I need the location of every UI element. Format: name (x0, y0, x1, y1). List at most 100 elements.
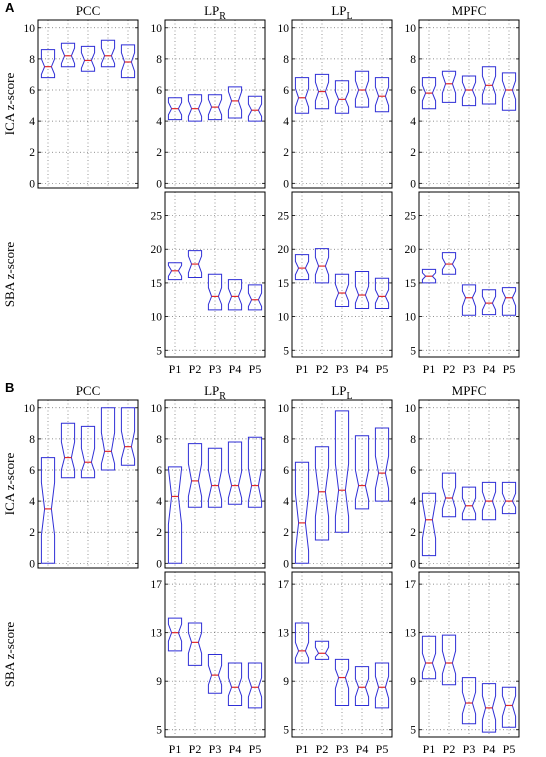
ytick-label: 10 (405, 23, 417, 35)
ytick-label: 15 (151, 278, 163, 290)
xtick-label-P4: P4 (356, 362, 369, 376)
ytick-label: 10 (24, 403, 36, 415)
box-P1 (167, 617, 183, 652)
axes-frame (418, 191, 520, 358)
ytick-label: 4 (156, 116, 162, 128)
ytick-label: 13 (151, 628, 163, 640)
box-P1 (167, 262, 183, 281)
panel-A-ica-col-3-axes: 0 2 4 6 8 10 (278, 19, 393, 190)
panel-B-ica-col-3-title: LPL (331, 383, 352, 402)
ytick-label: 0 (283, 178, 289, 190)
ytick-label: 8 (283, 434, 289, 446)
axes-frame (291, 571, 393, 738)
box-P1 (294, 77, 310, 114)
box-P2 (60, 422, 76, 479)
box-P4 (227, 279, 243, 311)
box-P1 (294, 254, 310, 281)
panel-A-ica-col-4-title: MPFC (452, 3, 487, 18)
panel-A-ica-ylabel: ICA z-score (2, 73, 17, 136)
box-P1 (294, 461, 310, 564)
xtick-label-P2: P2 (443, 742, 456, 756)
axes-frame (164, 191, 266, 358)
box-P3 (334, 658, 350, 706)
ytick-label: 4 (29, 116, 35, 128)
ytick-label: 2 (283, 147, 289, 159)
axes-frame (291, 19, 393, 189)
xtick-label-P1: P1 (296, 362, 309, 376)
box-P5 (374, 277, 390, 309)
xtick-label-P2: P2 (316, 362, 329, 376)
ytick-label: 2 (410, 147, 416, 159)
box-P2 (314, 73, 330, 110)
ytick-label: 25 (278, 211, 290, 223)
ytick-label: 10 (24, 23, 36, 35)
ytick-label: 5 (410, 725, 416, 737)
box-P5 (247, 662, 263, 709)
ytick-label: 10 (151, 312, 163, 324)
ytick-label: 6 (29, 85, 35, 97)
box-P2 (314, 248, 330, 284)
ytick-label: 8 (410, 54, 416, 66)
box-P3 (461, 284, 477, 316)
ytick-label: 9 (410, 676, 416, 688)
xtick-label-P3: P3 (209, 362, 222, 376)
panel-B-sba-ylabel: SBA z-score (2, 622, 17, 688)
ytick-label: 17 (151, 579, 163, 591)
box-P1 (40, 49, 56, 79)
box-P2 (187, 94, 203, 122)
box-P4 (100, 407, 116, 471)
panel-label-B: B (5, 380, 14, 395)
xtick-label-P3: P3 (336, 362, 349, 376)
panel-B-ica-col-2-title-subscript: R (219, 391, 226, 402)
box-P5 (120, 44, 136, 79)
ytick-label: 5 (156, 345, 162, 357)
ytick-label: 6 (29, 465, 35, 477)
ytick-label: 10 (151, 403, 163, 415)
ytick-label: 15 (278, 278, 290, 290)
xtick-label-P4: P4 (483, 742, 496, 756)
panel-label-A: A (5, 0, 15, 15)
box-P2 (187, 443, 203, 508)
ytick-label: 17 (278, 579, 290, 591)
ytick-label: 8 (29, 434, 35, 446)
box-P3 (207, 273, 223, 311)
ytick-label: 10 (278, 23, 290, 35)
ytick-label: 13 (405, 628, 417, 640)
axes-frame (291, 191, 393, 358)
panel-B-ica-col-2-axes: 0 2 4 6 8 10 (151, 399, 266, 570)
panel-A-ica-col-1-title: PCC (76, 3, 101, 18)
box-P5 (247, 95, 263, 122)
box-P1 (294, 622, 310, 664)
ytick-label: 5 (156, 725, 162, 737)
xtick-label-P2: P2 (189, 742, 202, 756)
axes-frame (37, 19, 139, 189)
xtick-label-P2: P2 (189, 362, 202, 376)
box-P5 (374, 427, 390, 502)
ytick-label: 10 (405, 403, 417, 415)
ytick-label: 10 (278, 403, 290, 415)
box-P3 (207, 94, 223, 121)
box-P5 (247, 436, 263, 508)
axes-frame (418, 19, 520, 189)
panel-B-ica-col-4-axes: 0 2 4 6 8 10 (405, 399, 520, 570)
panel-A-ica-col-2-title-subscript: R (219, 11, 226, 22)
box-P4 (354, 271, 370, 309)
xtick-label-P3: P3 (209, 742, 222, 756)
ytick-label: 8 (283, 54, 289, 66)
ytick-label: 0 (156, 558, 162, 570)
xtick-label-P4: P4 (229, 742, 242, 756)
box-P1 (421, 492, 437, 557)
ytick-label: 0 (410, 558, 416, 570)
ytick-label: 2 (29, 147, 35, 159)
ytick-label: 6 (410, 85, 416, 97)
box-P4 (481, 481, 497, 521)
ytick-label: 0 (156, 178, 162, 190)
box-P1 (40, 457, 56, 564)
ytick-label: 2 (156, 527, 162, 539)
box-P5 (374, 77, 390, 113)
ytick-label: 2 (29, 527, 35, 539)
ytick-label: 10 (151, 23, 163, 35)
xtick-label-P5: P5 (376, 742, 389, 756)
ytick-label: 5 (410, 345, 416, 357)
ytick-label: 10 (278, 312, 290, 324)
